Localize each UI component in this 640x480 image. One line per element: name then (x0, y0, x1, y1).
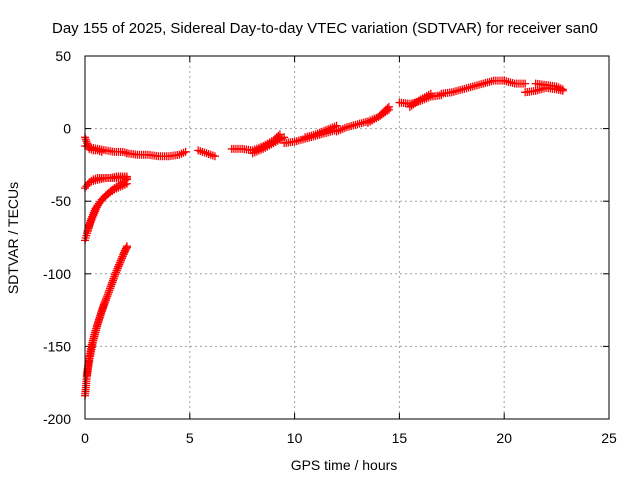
data-point (177, 149, 186, 158)
chart-title: Day 155 of 2025, Sidereal Day-to-day VTE… (52, 20, 598, 37)
data-point (122, 179, 131, 188)
data-point (384, 102, 393, 111)
data-point (108, 278, 117, 287)
data-point (120, 148, 129, 157)
x-tick-label: 10 (287, 430, 303, 446)
data-points (81, 76, 567, 400)
y-tick-label: -200 (43, 411, 71, 427)
axis-ticks: 0 5 10 15 20 25 -200 -150 -100 -50 0 50 (43, 48, 617, 446)
y-tick-label: 0 (63, 121, 71, 137)
data-point (122, 243, 131, 252)
x-tick-label: 25 (601, 430, 617, 446)
x-tick-label: 15 (392, 430, 408, 446)
data-point (426, 89, 435, 98)
x-tick-label: 5 (186, 430, 194, 446)
data-point (108, 276, 117, 285)
data-point (97, 307, 106, 316)
data-point (109, 274, 118, 283)
x-axis-label: GPS time / hours (291, 457, 398, 473)
data-point (81, 135, 90, 144)
data-point (99, 301, 108, 310)
data-point (118, 147, 127, 156)
data-point (97, 147, 106, 156)
grid (85, 56, 609, 419)
data-point (98, 305, 107, 314)
x-tick-label: 0 (81, 430, 89, 446)
data-point (106, 284, 115, 293)
y-tick-label: -50 (51, 193, 71, 209)
data-point (83, 139, 92, 148)
y-tick-label: -100 (43, 266, 71, 282)
data-point (102, 294, 111, 302)
data-point (521, 79, 530, 88)
plot-frame (84, 55, 610, 420)
data-point (210, 152, 219, 161)
data-point (107, 280, 116, 289)
data-point (104, 290, 113, 299)
data-point (558, 85, 567, 94)
y-axis-label: SDTVAR / TECUs (5, 182, 21, 294)
x-tick-label: 20 (496, 430, 512, 446)
data-point (106, 282, 115, 291)
data-point (103, 292, 112, 301)
data-point (181, 147, 190, 156)
data-point (383, 104, 392, 113)
data-point (82, 137, 91, 146)
y-tick-label: 50 (55, 48, 71, 64)
data-point (100, 299, 109, 308)
data-point (99, 303, 108, 312)
data-point (104, 288, 113, 297)
data-point (101, 297, 110, 306)
data-point (105, 286, 114, 295)
data-point (101, 295, 110, 304)
y-tick-label: -150 (43, 338, 71, 354)
